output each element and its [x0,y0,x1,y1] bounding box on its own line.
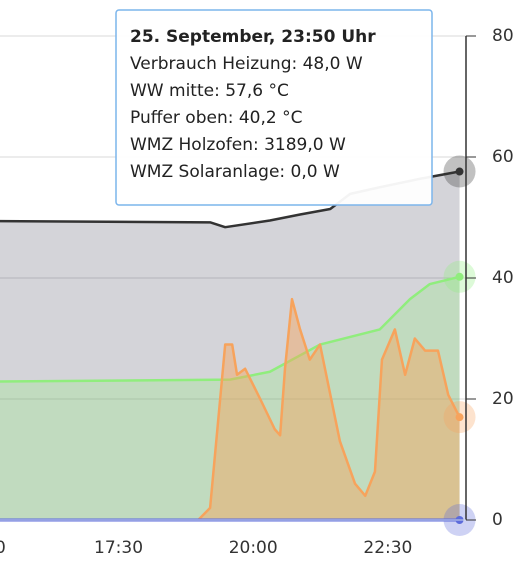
x-tick-label: 22:30 [363,538,412,558]
y-tick-label: 40 [492,268,514,288]
line [0,297,461,522]
tooltip-line: Verbrauch Heizung: 48,0 W [130,54,363,74]
line [0,275,460,383]
hover-marker [455,413,464,422]
y-tick-label: 60 [492,147,514,167]
x-tick-label: 17:30 [94,538,143,558]
plot-area [0,35,476,536]
hover-marker [455,272,464,281]
x-tick-label: 0 [0,538,6,558]
tooltip-line: WW mitte: 57,6 °C [130,81,289,101]
tooltip-line: WMZ Solaranlage: 0,0 W [130,162,340,182]
y-tick-label: 0 [492,510,503,530]
area [0,299,460,520]
tooltip-title: 25. September, 23:50 Uhr [130,27,376,47]
area [0,276,460,520]
x-tick-label: 20:00 [229,538,278,558]
hover-marker [455,167,464,176]
tooltip-line: WMZ Holzofen: 3189,0 W [130,135,346,155]
tooltip-line: Puffer oben: 40,2 °C [130,108,302,128]
tooltip-box [115,9,433,206]
y-tick-label: 80 [492,26,514,46]
y-tick-label: 20 [492,389,514,409]
tooltip: 25. September, 23:50 Uhr Verbrauch Heizu… [115,9,433,206]
